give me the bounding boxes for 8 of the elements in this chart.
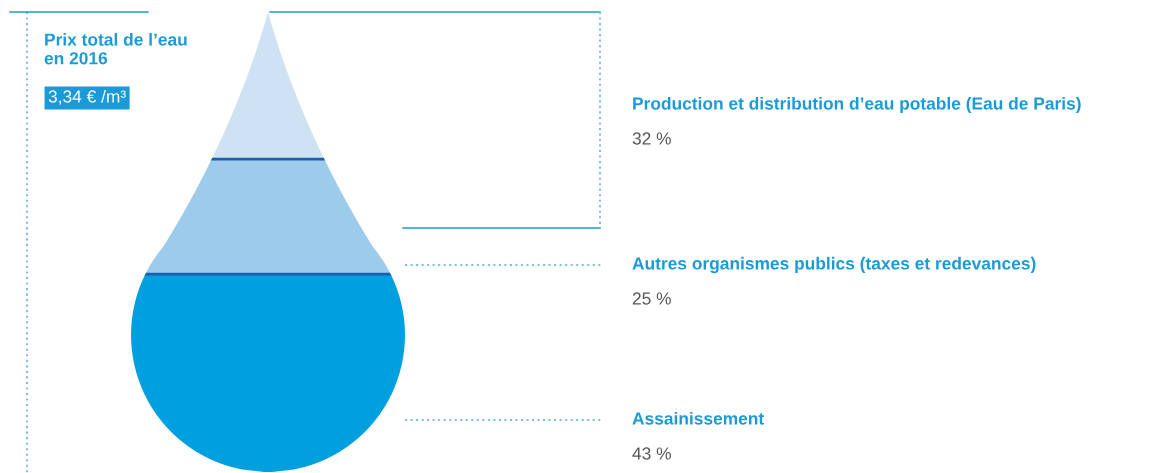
text: 3,34 € /m³ — [48, 89, 126, 105]
data-label: 32 % — [632, 132, 671, 145]
data-label: 43 % — [632, 447, 671, 460]
category-label: Production et distribution d’eau potable (Eau de Paris) — [633, 96, 1081, 114]
category-label: Assainissement — [632, 411, 764, 425]
data-label: 25 % — [632, 292, 671, 305]
category-label: Autres organismes publics (taxes et redevances) — [632, 256, 1036, 274]
text: Prix total de l’eau en 2016 — [44, 33, 187, 65]
